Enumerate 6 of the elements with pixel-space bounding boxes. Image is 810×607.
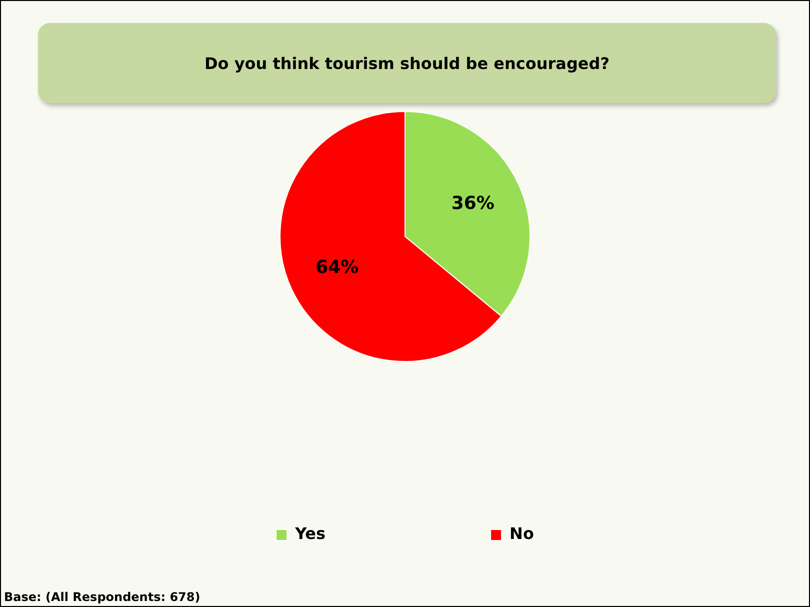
data-label: 36%	[451, 193, 494, 214]
chart-title: Do you think tourism should be encouraged?	[38, 23, 776, 103]
text: Base: (All Respondents: 678)	[4, 590, 200, 604]
legend-label: Yes	[294, 524, 326, 544]
legend-label: No	[510, 524, 534, 544]
data-label: 64%	[316, 257, 359, 278]
